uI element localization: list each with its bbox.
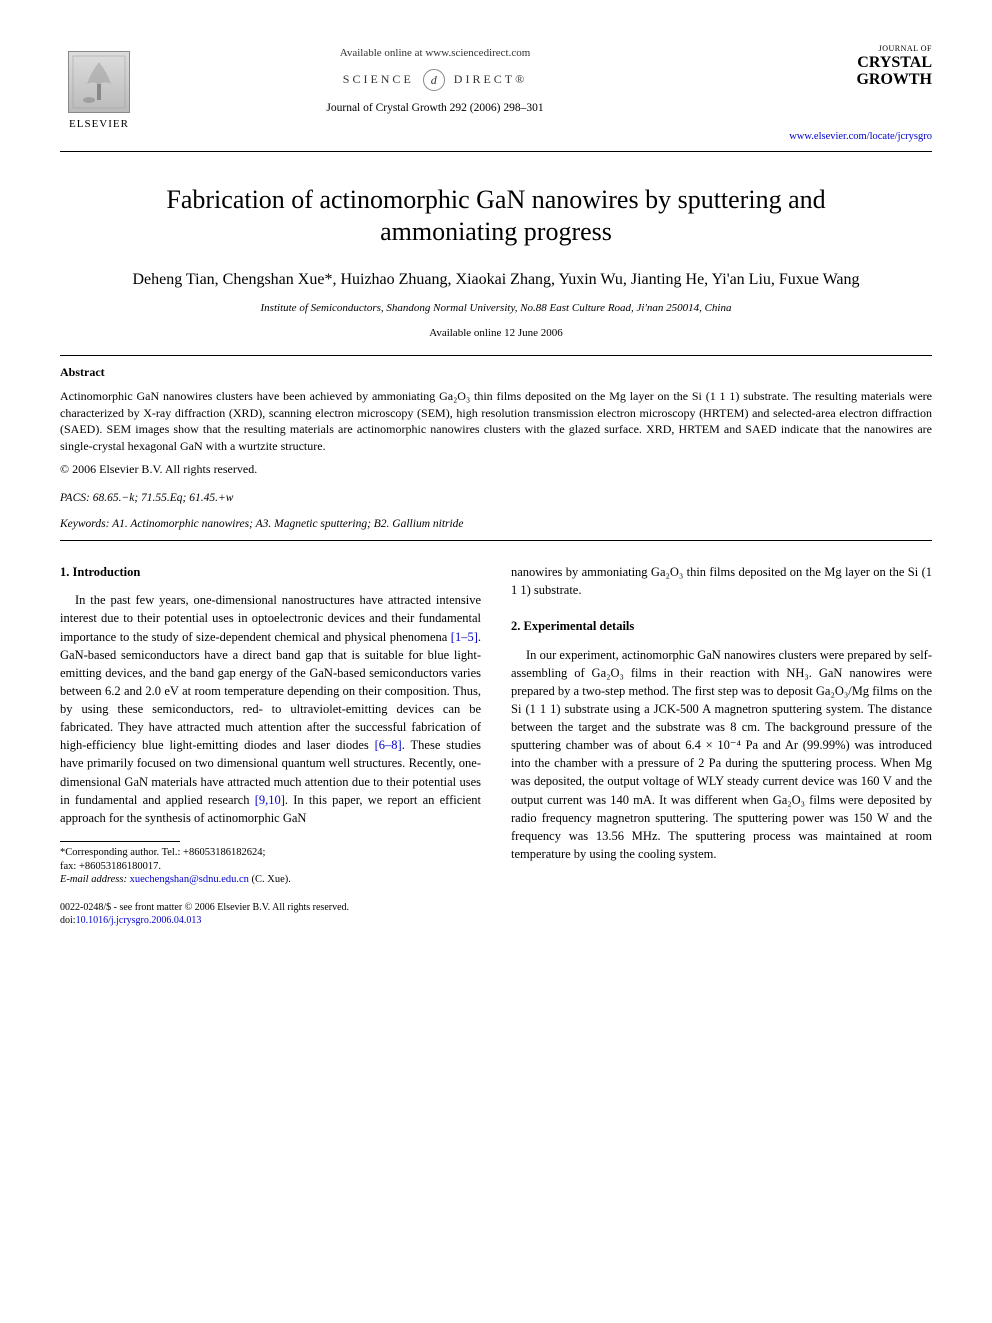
affiliation: Institute of Semiconductors, Shandong No… bbox=[60, 301, 932, 316]
sd-right: DIRECT® bbox=[454, 72, 527, 86]
section-2-title: 2. Experimental details bbox=[511, 617, 932, 635]
doi-label: doi: bbox=[60, 915, 76, 926]
abstract-text: Actinomorphic GaN nanowires clusters hav… bbox=[60, 388, 932, 455]
sd-left: SCIENCE bbox=[343, 72, 414, 86]
pacs-values: 68.65.−k; 71.55.Eq; 61.45.+w bbox=[90, 492, 234, 504]
elsevier-logo: ELSEVIER bbox=[60, 40, 138, 132]
header-rule bbox=[60, 151, 932, 152]
footnote-block: *Corresponding author. Tel.: +8605318618… bbox=[60, 846, 481, 887]
doi-link[interactable]: 10.1016/j.jcrysgro.2006.04.013 bbox=[76, 915, 202, 926]
intro-paragraph: In the past few years, one-dimensional n… bbox=[60, 591, 481, 827]
footnote-email-line: E-mail address: xuechengshan@sdnu.edu.cn… bbox=[60, 873, 481, 887]
doi-line: doi:10.1016/j.jcrysgro.2006.04.013 bbox=[60, 914, 932, 927]
intro-continuation: nanowires by ammoniating Ga₂O₃ thin film… bbox=[511, 563, 932, 599]
available-date: Available online 12 June 2006 bbox=[60, 326, 932, 341]
journal-big-1: CRYSTAL bbox=[732, 55, 932, 72]
abstract-top-rule bbox=[60, 355, 932, 356]
footnote-fax: fax: +86053186180017. bbox=[60, 860, 481, 874]
footnote-email-link[interactable]: xuechengshan@sdnu.edu.cn bbox=[127, 874, 249, 885]
ref-link-6-8[interactable]: [6–8] bbox=[375, 738, 402, 752]
authors-line: Deheng Tian, Chengshan Xue*, Huizhao Zhu… bbox=[100, 269, 892, 291]
spacer bbox=[511, 599, 932, 617]
elsevier-tree-icon bbox=[68, 51, 130, 113]
paper-title: Fabrication of actinomorphic GaN nanowir… bbox=[120, 184, 872, 249]
experimental-paragraph: In our experiment, actinomorphic GaN nan… bbox=[511, 646, 932, 864]
right-header: JOURNAL OF CRYSTAL GROWTH www.elsevier.c… bbox=[732, 40, 932, 145]
sciencedirect-logo: SCIENCE d DIRECT® bbox=[138, 69, 732, 91]
issn-line: 0022-0248/$ - see front matter © 2006 El… bbox=[60, 901, 932, 914]
keywords-line: Keywords: A1. Actinomorphic nanowires; A… bbox=[60, 517, 932, 533]
elsevier-label: ELSEVIER bbox=[69, 117, 129, 132]
pacs-label: PACS: bbox=[60, 492, 90, 504]
footnote-email-tail: (C. Xue). bbox=[249, 874, 291, 885]
journal-badge: JOURNAL OF CRYSTAL GROWTH bbox=[732, 44, 932, 88]
intro-text-1a: In the past few years, one-dimensional n… bbox=[60, 593, 481, 643]
page-header: ELSEVIER Available online at www.science… bbox=[60, 40, 932, 145]
journal-url-link[interactable]: www.elsevier.com/locate/jcrysgro bbox=[732, 130, 932, 144]
keywords-values: A1. Actinomorphic nanowires; A3. Magneti… bbox=[109, 518, 463, 530]
section-1-title: 1. Introduction bbox=[60, 563, 481, 581]
ref-link-1-5[interactable]: [1–5] bbox=[451, 630, 478, 644]
ref-link-9-10[interactable]: [9,10] bbox=[255, 793, 285, 807]
abstract-bottom-rule bbox=[60, 540, 932, 541]
footnote-corresponding: *Corresponding author. Tel.: +8605318618… bbox=[60, 846, 481, 860]
bottom-matter: 0022-0248/$ - see front matter © 2006 El… bbox=[60, 901, 932, 927]
available-online-text: Available online at www.sciencedirect.co… bbox=[138, 46, 732, 61]
pacs-line: PACS: 68.65.−k; 71.55.Eq; 61.45.+w bbox=[60, 491, 932, 507]
abstract-heading: Abstract bbox=[60, 364, 932, 380]
copyright-line: © 2006 Elsevier B.V. All rights reserved… bbox=[60, 461, 932, 477]
body-columns: 1. Introduction In the past few years, o… bbox=[60, 563, 932, 887]
column-left: 1. Introduction In the past few years, o… bbox=[60, 563, 481, 887]
journal-big-2: GROWTH bbox=[732, 72, 932, 89]
keywords-label: Keywords: bbox=[60, 518, 109, 530]
column-right: nanowires by ammoniating Ga₂O₃ thin film… bbox=[511, 563, 932, 887]
sd-d-icon: d bbox=[423, 69, 445, 91]
journal-reference: Journal of Crystal Growth 292 (2006) 298… bbox=[138, 101, 732, 117]
footnote-email-label: E-mail address: bbox=[60, 874, 127, 885]
footnote-separator bbox=[60, 841, 180, 842]
center-header: Available online at www.sciencedirect.co… bbox=[138, 40, 732, 116]
intro-text-1b: . GaN-based semiconductors have a direct… bbox=[60, 630, 481, 753]
